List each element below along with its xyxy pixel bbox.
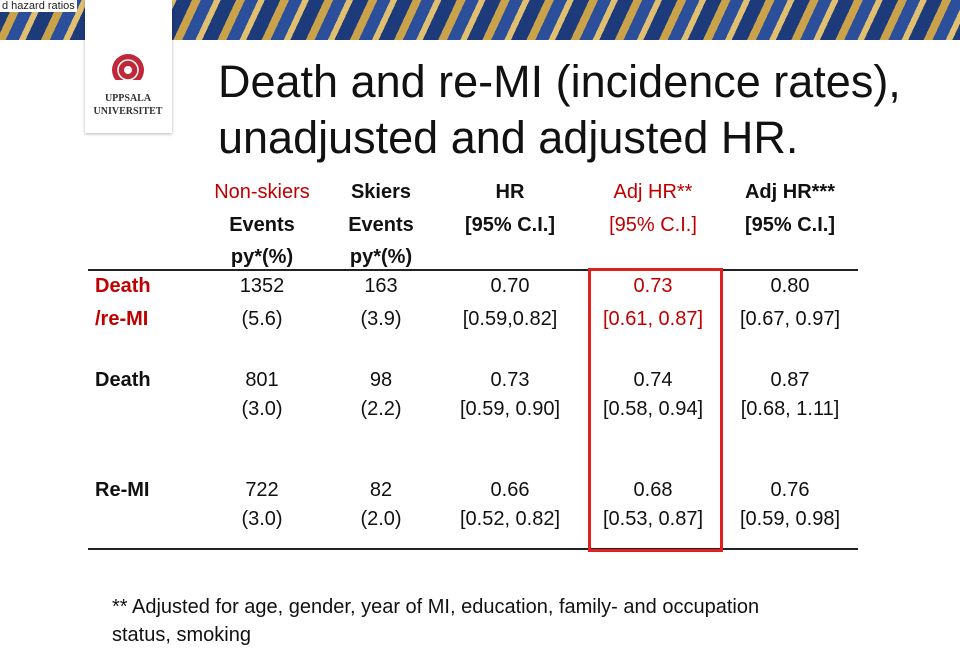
table-cell: 0.68 bbox=[633, 479, 673, 501]
footnote: status, smoking bbox=[112, 624, 251, 646]
logo-text: UNIVERSITET bbox=[93, 106, 163, 117]
table-cell: (2.2) bbox=[360, 398, 402, 420]
table-cell: [0.61, 0.87] bbox=[602, 308, 704, 330]
table-cell: 722 bbox=[245, 479, 279, 501]
header-cell: Adj HR*** bbox=[744, 181, 836, 203]
logo-emblem bbox=[112, 54, 144, 86]
row-label: Death bbox=[95, 275, 151, 297]
table-cell: 98 bbox=[369, 369, 393, 391]
footnote: ** Adjusted for age, gender, year of MI,… bbox=[112, 596, 760, 618]
table-cell: 82 bbox=[369, 479, 393, 501]
table-cell: 1352 bbox=[239, 275, 285, 297]
table-cell: 0.73 bbox=[490, 369, 530, 391]
header-cell: [95% C.I.] bbox=[744, 214, 836, 236]
table-cell: (3.9) bbox=[360, 308, 402, 330]
logo-text: UPPSALA bbox=[104, 93, 152, 104]
table-cell: 0.80 bbox=[770, 275, 810, 297]
table-cell: [0.53, 0.87] bbox=[602, 508, 704, 530]
table-cell: [0.52, 0.82] bbox=[459, 508, 561, 530]
header-cell: Skiers bbox=[350, 181, 412, 203]
header-cell: Adj HR** bbox=[613, 181, 693, 203]
table-cell: 801 bbox=[245, 369, 279, 391]
row-label: /re-MI bbox=[95, 308, 149, 330]
table-cell: 163 bbox=[364, 275, 398, 297]
table-cell: [0.59, 0.90] bbox=[459, 398, 561, 420]
table-cell: (3.0) bbox=[241, 508, 283, 530]
table-cell: 0.73 bbox=[633, 275, 673, 297]
table-cell: [0.59, 0.98] bbox=[739, 508, 841, 530]
table-cell: 0.74 bbox=[633, 369, 673, 391]
table-rule bbox=[88, 269, 858, 271]
table-rule bbox=[88, 548, 858, 550]
table-cell: (2.0) bbox=[360, 508, 402, 530]
header-cell: Non-skiers bbox=[214, 181, 310, 203]
table-cell: 0.66 bbox=[490, 479, 530, 501]
title: Death and re-MI (incidence rates), bbox=[218, 56, 901, 107]
header-cell: Events bbox=[348, 214, 414, 236]
header-cell: py*(%) bbox=[349, 246, 413, 268]
highlight-box bbox=[588, 268, 723, 552]
table-cell: [0.68, 1.11] bbox=[740, 398, 840, 420]
title: unadjusted and adjusted HR. bbox=[218, 112, 799, 163]
table-cell: [0.58, 0.94] bbox=[602, 398, 704, 420]
header-cell: [95% C.I.] bbox=[609, 214, 697, 236]
table-cell: (5.6) bbox=[241, 308, 283, 330]
logo: UPPSALA UNIVERSITET bbox=[85, 0, 172, 133]
row-label: Death bbox=[95, 369, 151, 391]
table-cell: 0.87 bbox=[770, 369, 810, 391]
header-cell: HR bbox=[495, 181, 525, 203]
header-cell: [95% C.I.] bbox=[464, 214, 556, 236]
header-cell: py*(%) bbox=[230, 246, 294, 268]
table-cell: [0.59,0.82] bbox=[462, 308, 558, 330]
header-cell: Events bbox=[229, 214, 295, 236]
corner-text: d hazard ratios bbox=[0, 0, 77, 12]
table-cell: 0.70 bbox=[490, 275, 530, 297]
table-cell: 0.76 bbox=[770, 479, 810, 501]
row-label: Re-MI bbox=[95, 479, 150, 501]
table-cell: (3.0) bbox=[241, 398, 283, 420]
table-cell: [0.67, 0.97] bbox=[739, 308, 841, 330]
